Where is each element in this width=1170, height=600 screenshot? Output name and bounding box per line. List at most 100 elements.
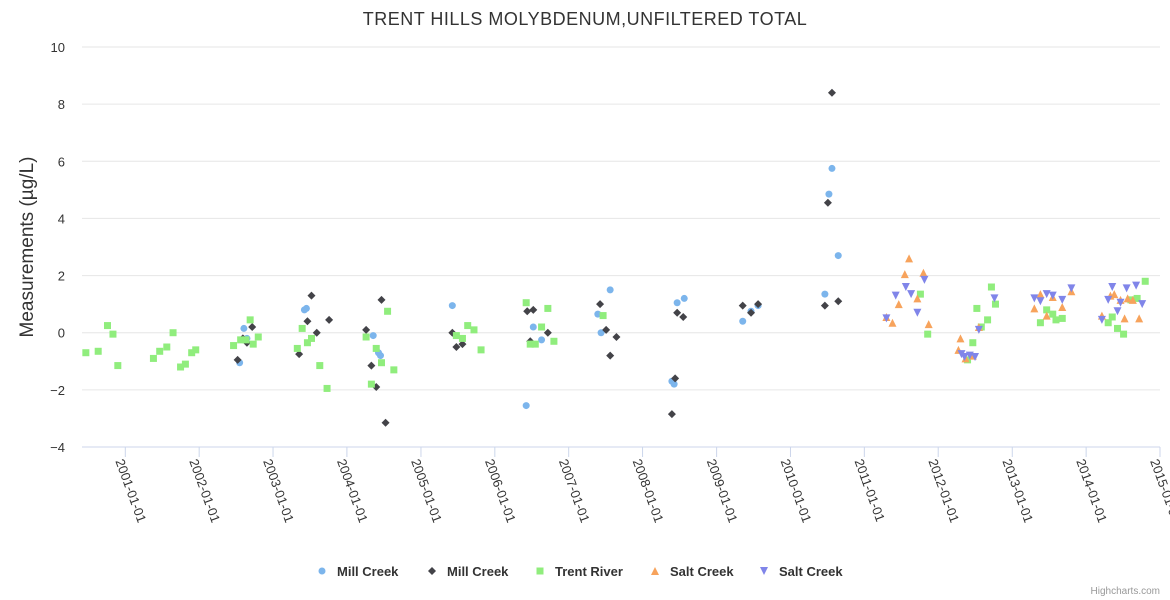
data-point[interactable]	[302, 304, 310, 312]
data-point[interactable]	[295, 350, 304, 359]
data-point[interactable]	[367, 361, 376, 370]
data-point[interactable]	[919, 268, 928, 277]
data-point[interactable]	[1042, 290, 1051, 299]
data-point[interactable]	[381, 418, 390, 427]
data-point[interactable]	[1127, 296, 1135, 304]
data-point[interactable]	[924, 320, 933, 329]
data-point[interactable]	[990, 294, 999, 303]
data-point[interactable]	[312, 328, 321, 337]
data-point[interactable]	[543, 328, 552, 337]
data-point[interactable]	[477, 346, 485, 354]
data-point[interactable]	[956, 334, 965, 343]
data-point[interactable]	[452, 332, 460, 340]
data-point[interactable]	[538, 336, 546, 344]
data-point[interactable]	[192, 346, 200, 354]
data-point[interactable]	[1122, 284, 1131, 293]
data-point[interactable]	[1030, 294, 1039, 303]
legend-item[interactable]: Salt Creek	[651, 564, 734, 579]
legend-symbol[interactable]	[651, 567, 659, 575]
data-point[interactable]	[984, 316, 992, 324]
data-point[interactable]	[834, 297, 843, 306]
data-point[interactable]	[293, 344, 301, 352]
data-point[interactable]	[230, 342, 238, 350]
data-point[interactable]	[1113, 307, 1122, 316]
data-point[interactable]	[825, 190, 833, 198]
data-point[interactable]	[377, 295, 386, 304]
data-point[interactable]	[529, 323, 537, 331]
data-point[interactable]	[523, 307, 532, 316]
data-point[interactable]	[1036, 297, 1045, 306]
data-point[interactable]	[362, 325, 371, 334]
data-point[interactable]	[1116, 298, 1125, 307]
data-point[interactable]	[298, 324, 306, 332]
data-point[interactable]	[544, 304, 552, 312]
data-point[interactable]	[612, 333, 621, 341]
data-point[interactable]	[1048, 291, 1057, 300]
data-point[interactable]	[823, 198, 832, 207]
data-point[interactable]	[325, 315, 334, 324]
data-point[interactable]	[1141, 277, 1149, 285]
data-point[interactable]	[900, 270, 909, 279]
data-point[interactable]	[448, 302, 456, 310]
data-point[interactable]	[1120, 330, 1128, 338]
data-point[interactable]	[913, 308, 922, 317]
data-point[interactable]	[821, 290, 829, 298]
data-point[interactable]	[1128, 295, 1137, 304]
data-point[interactable]	[1043, 306, 1051, 314]
data-point[interactable]	[1049, 310, 1057, 318]
data-point[interactable]	[458, 340, 467, 349]
data-point[interactable]	[671, 374, 680, 383]
data-point[interactable]	[606, 351, 615, 360]
data-point[interactable]	[1042, 311, 1051, 320]
data-point[interactable]	[470, 326, 478, 334]
data-point[interactable]	[1120, 314, 1129, 323]
data-point[interactable]	[907, 290, 916, 299]
credits-link[interactable]: Highcharts.com	[1091, 586, 1160, 597]
data-point[interactable]	[738, 301, 747, 310]
data-point[interactable]	[901, 283, 910, 291]
data-point[interactable]	[522, 299, 530, 307]
data-point[interactable]	[594, 310, 602, 318]
data-point[interactable]	[905, 254, 914, 263]
data-point[interactable]	[149, 354, 157, 362]
data-point[interactable]	[390, 366, 398, 374]
data-point[interactable]	[316, 362, 324, 370]
data-point[interactable]	[1036, 319, 1044, 327]
data-point[interactable]	[973, 304, 981, 312]
legend-symbol[interactable]	[428, 567, 436, 575]
data-point[interactable]	[163, 343, 171, 351]
data-point[interactable]	[378, 359, 386, 367]
data-point[interactable]	[679, 313, 688, 321]
data-point[interactable]	[249, 340, 257, 348]
data-point[interactable]	[1058, 295, 1067, 304]
data-point[interactable]	[376, 352, 384, 360]
data-point[interactable]	[754, 300, 763, 309]
data-point[interactable]	[827, 88, 836, 97]
data-point[interactable]	[960, 353, 969, 361]
legend-item[interactable]: Salt Creek	[760, 564, 843, 579]
data-point[interactable]	[602, 325, 611, 334]
data-point[interactable]	[667, 410, 676, 419]
legend-symbol[interactable]	[760, 567, 768, 575]
data-point[interactable]	[307, 334, 315, 342]
data-point[interactable]	[240, 324, 248, 332]
data-point[interactable]	[1132, 281, 1141, 290]
data-point[interactable]	[169, 329, 177, 337]
data-point[interactable]	[894, 300, 903, 309]
data-point[interactable]	[916, 290, 924, 298]
data-point[interactable]	[599, 312, 607, 320]
data-point[interactable]	[606, 286, 614, 294]
data-point[interactable]	[464, 322, 472, 330]
data-point[interactable]	[828, 164, 836, 172]
data-point[interactable]	[1030, 304, 1039, 313]
data-point[interactable]	[114, 362, 122, 370]
data-point[interactable]	[372, 344, 380, 352]
data-point[interactable]	[248, 323, 257, 331]
data-point[interactable]	[673, 299, 681, 307]
data-point[interactable]	[233, 355, 242, 364]
data-point[interactable]	[1133, 294, 1141, 302]
data-point[interactable]	[94, 347, 102, 355]
data-point[interactable]	[522, 402, 530, 410]
data-point[interactable]	[680, 294, 688, 302]
data-point[interactable]	[1108, 283, 1117, 291]
